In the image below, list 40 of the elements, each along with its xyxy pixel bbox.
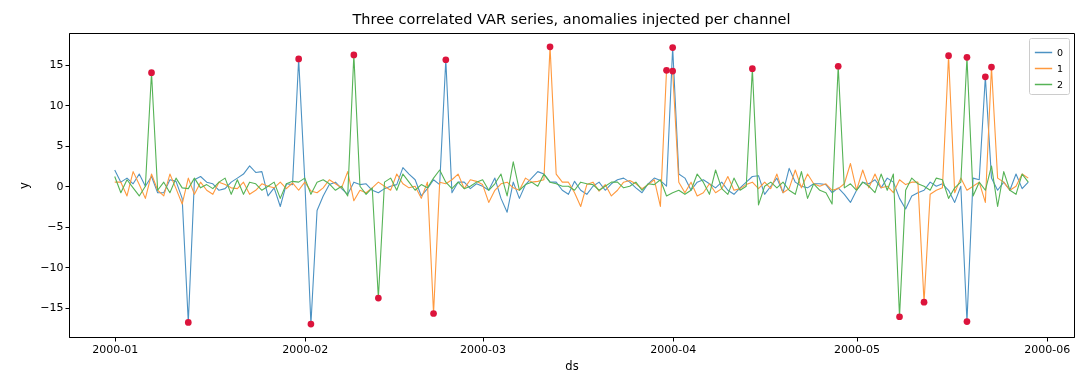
point: [963, 318, 971, 325]
y-tick-label: −10: [40, 260, 64, 274]
point: [375, 294, 382, 302]
point: [184, 319, 192, 326]
legend-label: 1: [1057, 62, 1064, 74]
x-axis-title: ds: [565, 358, 579, 373]
x-tick-label: 2000-04: [650, 342, 697, 356]
point: [920, 298, 928, 306]
point: [442, 56, 450, 64]
point: [896, 313, 903, 321]
point: [663, 66, 670, 74]
point: [430, 310, 437, 317]
chart-title: Three correlated VAR series, anomalies injected per channel: [351, 10, 791, 27]
y-tick-label: −15: [40, 301, 64, 315]
y-axis-title: y: [17, 181, 32, 189]
legend-label: 2: [1057, 78, 1064, 90]
point: [834, 62, 842, 70]
point: [307, 320, 315, 328]
y-tick-label: 15: [49, 58, 64, 72]
point: [749, 65, 756, 73]
y-tick-label: 10: [49, 98, 64, 112]
y-tick-label: 0: [56, 179, 64, 193]
legend-label: 0: [1057, 46, 1064, 58]
x-tick-label: 2000-01: [92, 342, 139, 356]
point: [982, 73, 989, 81]
y-tick-label: −5: [47, 220, 64, 234]
x-tick-label: 2000-02: [282, 342, 329, 356]
point: [148, 69, 155, 77]
x-tick-label: 2000-06: [1024, 342, 1071, 356]
point: [669, 44, 677, 51]
point: [669, 67, 677, 75]
x-tick-label: 2000-03: [460, 342, 507, 356]
x-tick-label: 2000-05: [834, 342, 881, 356]
point: [295, 55, 303, 63]
y-tick-label: 5: [56, 139, 64, 153]
point: [988, 63, 995, 71]
point: [350, 51, 358, 59]
point: [546, 43, 554, 51]
point: [945, 52, 952, 60]
point: [963, 53, 971, 61]
